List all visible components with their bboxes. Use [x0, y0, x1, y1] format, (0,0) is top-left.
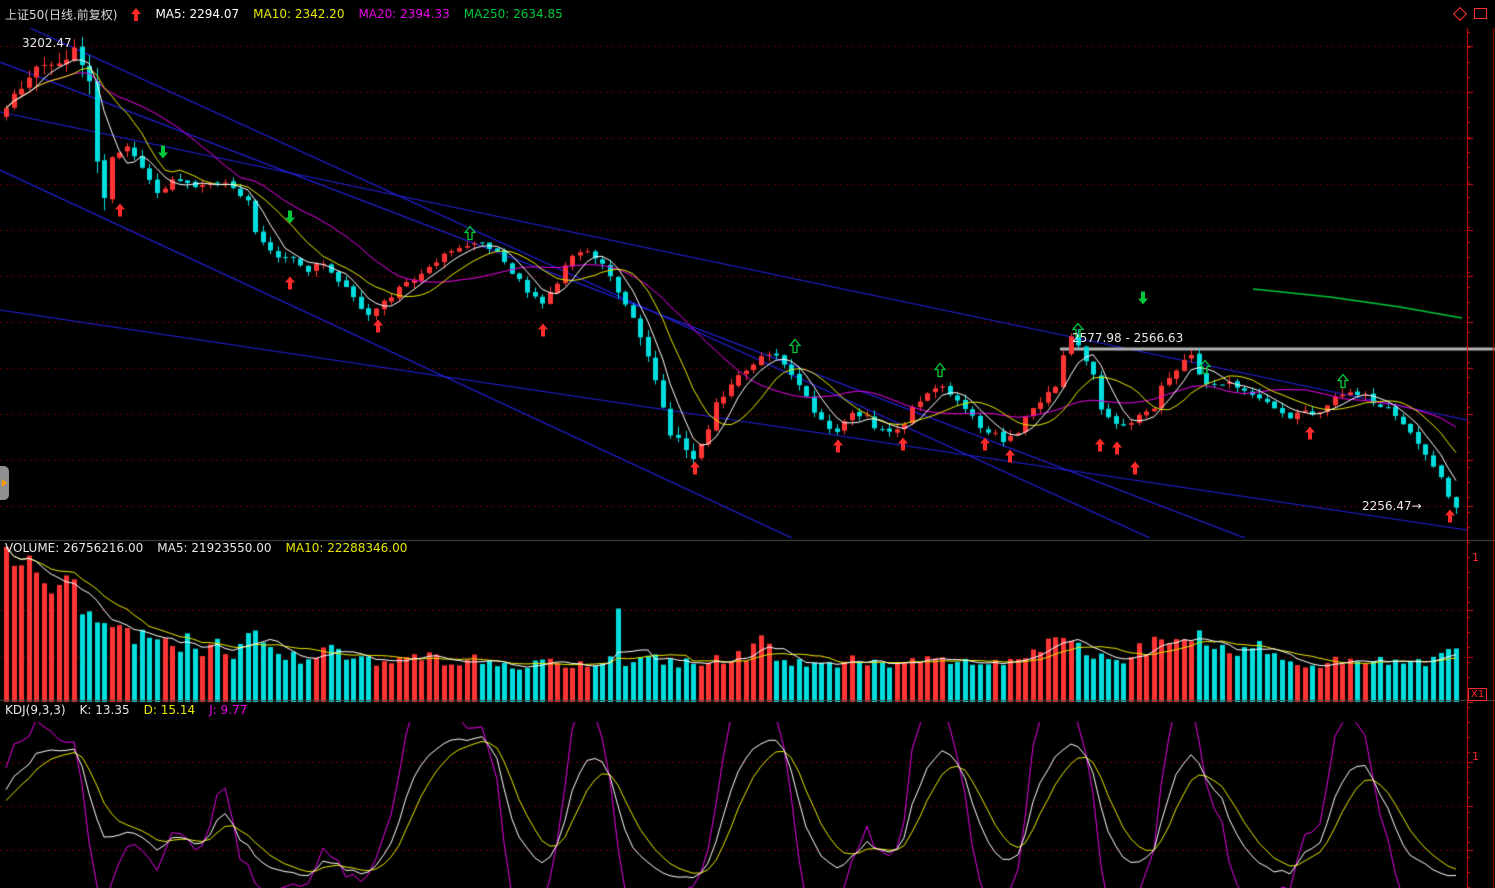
buy-signal-icon: [131, 7, 142, 21]
volume-header: VOLUME: 26756216.00 MA5: 21923550.00 MA1…: [5, 541, 407, 555]
kdj-k-label: K: 13.35: [79, 703, 130, 717]
window-icon[interactable]: [1474, 8, 1487, 19]
kdj-header: KDJ(9,3,3) K: 13.35 D: 15.14 J: 9.77: [5, 703, 247, 717]
left-panel-expand-handle[interactable]: [0, 466, 9, 500]
volume-ma10-label: MA10: 22288346.00: [285, 541, 408, 555]
peak-price-label: 3202.47: [22, 36, 72, 50]
kdj-j-label: J: 9.77: [209, 703, 248, 717]
volume-value-label: VOLUME: 26756216.00: [5, 541, 144, 555]
ma10-label: MA10: 2342.20: [253, 7, 345, 21]
kdj-title-label: KDJ(9,3,3): [5, 703, 66, 717]
volume-ma5-label: MA5: 21923550.00: [157, 541, 272, 555]
diamond-icon[interactable]: [1452, 6, 1468, 21]
window-controls: [1452, 6, 1487, 21]
ma250-label: MA250: 2634.85: [463, 7, 563, 21]
kdj-d-label: D: 15.14: [143, 703, 196, 717]
ma5-label: MA5: 2294.07: [155, 7, 240, 21]
ma20-label: MA20: 2394.33: [358, 7, 450, 21]
range-price-label: 2577.98 - 2566.63: [1072, 331, 1184, 345]
instrument-title: 上证50(日线.前复权): [5, 7, 118, 22]
last-price-label: 2256.47→: [1362, 499, 1422, 513]
expand-arrow-icon: [2, 479, 7, 487]
chart-header: 上证50(日线.前复权) MA5: 2294.07 MA10: 2342.20 …: [0, 0, 1495, 28]
